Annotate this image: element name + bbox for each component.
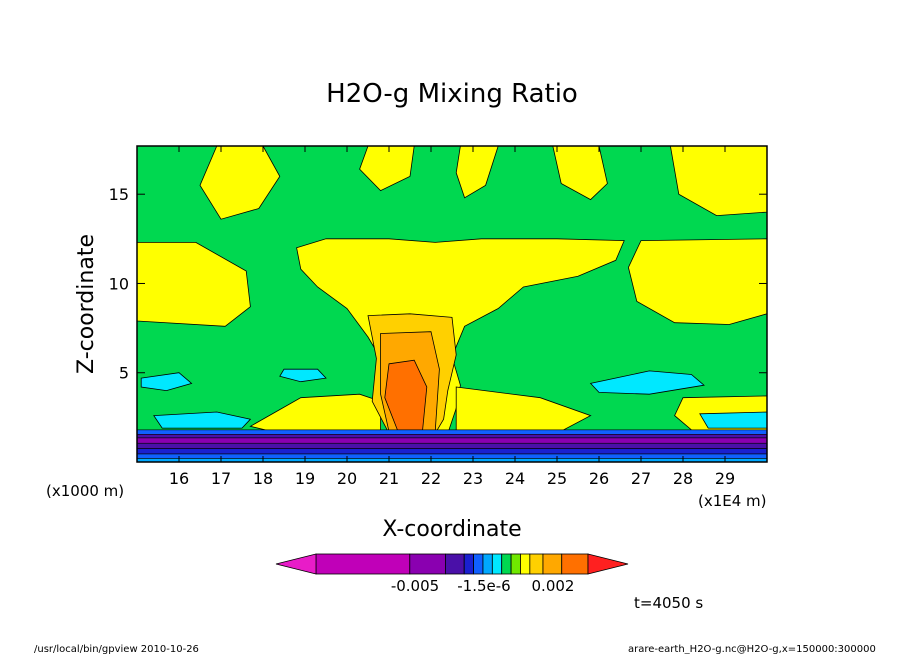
contour-regions <box>137 146 767 434</box>
plot-area: 16 17 18 19 20 21 22 23 24 25 26 27 28 29 5 10 15 <box>109 145 768 488</box>
contour-region-right-cyan-upper <box>589 370 705 395</box>
surface-strata <box>137 429 767 462</box>
colorbar-label: -1.5e-6 <box>457 577 510 595</box>
x-tick-label: 21 <box>379 469 399 488</box>
chart-title: H2O-g Mixing Ratio <box>326 79 578 109</box>
x-axis-ticks: 16 17 18 19 20 21 22 23 24 25 26 27 28 29 <box>169 146 735 488</box>
contour-region-low-right-band <box>455 386 592 434</box>
colorbar-min-arrow <box>275 553 317 575</box>
colorbar-swatch <box>520 553 531 575</box>
surface-stratum-3 <box>137 442 767 449</box>
colorbar <box>275 553 629 575</box>
footer-left: /usr/local/bin/gpview 2010-10-26 <box>34 644 199 654</box>
colorbar-swatch <box>510 553 521 575</box>
x-tick-label: 24 <box>505 469 525 488</box>
colorbar-swatch <box>463 553 474 575</box>
x-tick-label: 18 <box>253 469 273 488</box>
colorbar-swatch <box>473 553 484 575</box>
colorbar-max-arrow <box>587 553 629 575</box>
contour-region-upper-left-plume <box>199 146 281 220</box>
colorbar-swatch <box>491 553 503 575</box>
surface-stratum-0 <box>137 429 767 435</box>
colorbar-swatch <box>561 553 589 575</box>
contour-region-mid-cyan <box>279 368 327 383</box>
time-label: t=4050 s <box>634 594 703 612</box>
x-unit-label: (x1E4 m) <box>698 492 767 510</box>
x-tick-label: 16 <box>169 469 189 488</box>
y-axis-label: Z-coordinate <box>74 234 99 374</box>
surface-stratum-4 <box>137 448 767 455</box>
x-tick-label: 19 <box>295 469 315 488</box>
colorbar-label: 0.002 <box>532 577 575 595</box>
contour-region-left-lobe <box>137 241 251 327</box>
x-tick-label: 28 <box>673 469 693 488</box>
plot-frame <box>136 145 768 463</box>
x-tick-label: 26 <box>589 469 609 488</box>
x-tick-label: 22 <box>421 469 441 488</box>
x-tick-label: 17 <box>211 469 231 488</box>
surface-stratum-2 <box>137 437 767 444</box>
surface-stratum-5 <box>137 453 767 459</box>
y-unit-label: (x1000 m) <box>46 482 124 500</box>
x-tick-label: 25 <box>547 469 567 488</box>
colorbar-swatch <box>409 553 446 575</box>
y-axis-ticks: 5 10 15 <box>109 185 767 383</box>
y-tick-label: 10 <box>109 274 129 293</box>
contour-region-upper-mid-band <box>359 146 415 192</box>
x-tick-label: 29 <box>715 469 735 488</box>
x-tick-label: 20 <box>337 469 357 488</box>
contour-region-right-lobe <box>627 238 767 325</box>
contour-region-left-cyan-upper <box>140 372 193 392</box>
contour-region-upper-right-corner <box>669 146 767 217</box>
x-tick-label: 23 <box>463 469 483 488</box>
y-tick-label: 15 <box>109 185 129 204</box>
contour-region-right-cyan-lower <box>699 411 767 429</box>
x-axis-label: X-coordinate <box>382 517 521 542</box>
surface-stratum-1 <box>137 434 767 439</box>
contour-region-upper-right-patch <box>552 146 608 201</box>
colorbar-label: -0.005 <box>391 577 439 595</box>
x-tick-label: 27 <box>631 469 651 488</box>
footer-right: arare-earth_H2O-g.nc@H2O-g,x=150000:3000… <box>628 644 876 654</box>
y-tick-label: 5 <box>119 364 129 383</box>
contour-region-upper-right-streak <box>455 146 499 199</box>
colorbar-swatch <box>315 553 411 575</box>
colorbar-swatch <box>445 553 465 575</box>
colorbar-labels: -0.005 -1.5e-6 0.002 <box>391 577 575 595</box>
surface-stratum-6 <box>137 458 767 462</box>
colorbar-swatch <box>529 553 544 575</box>
contour-region-left-cyan-lower <box>153 411 252 429</box>
colorbar-swatch <box>542 553 563 575</box>
colorbar-swatch <box>501 553 512 575</box>
colorbar-swatch <box>482 553 493 575</box>
